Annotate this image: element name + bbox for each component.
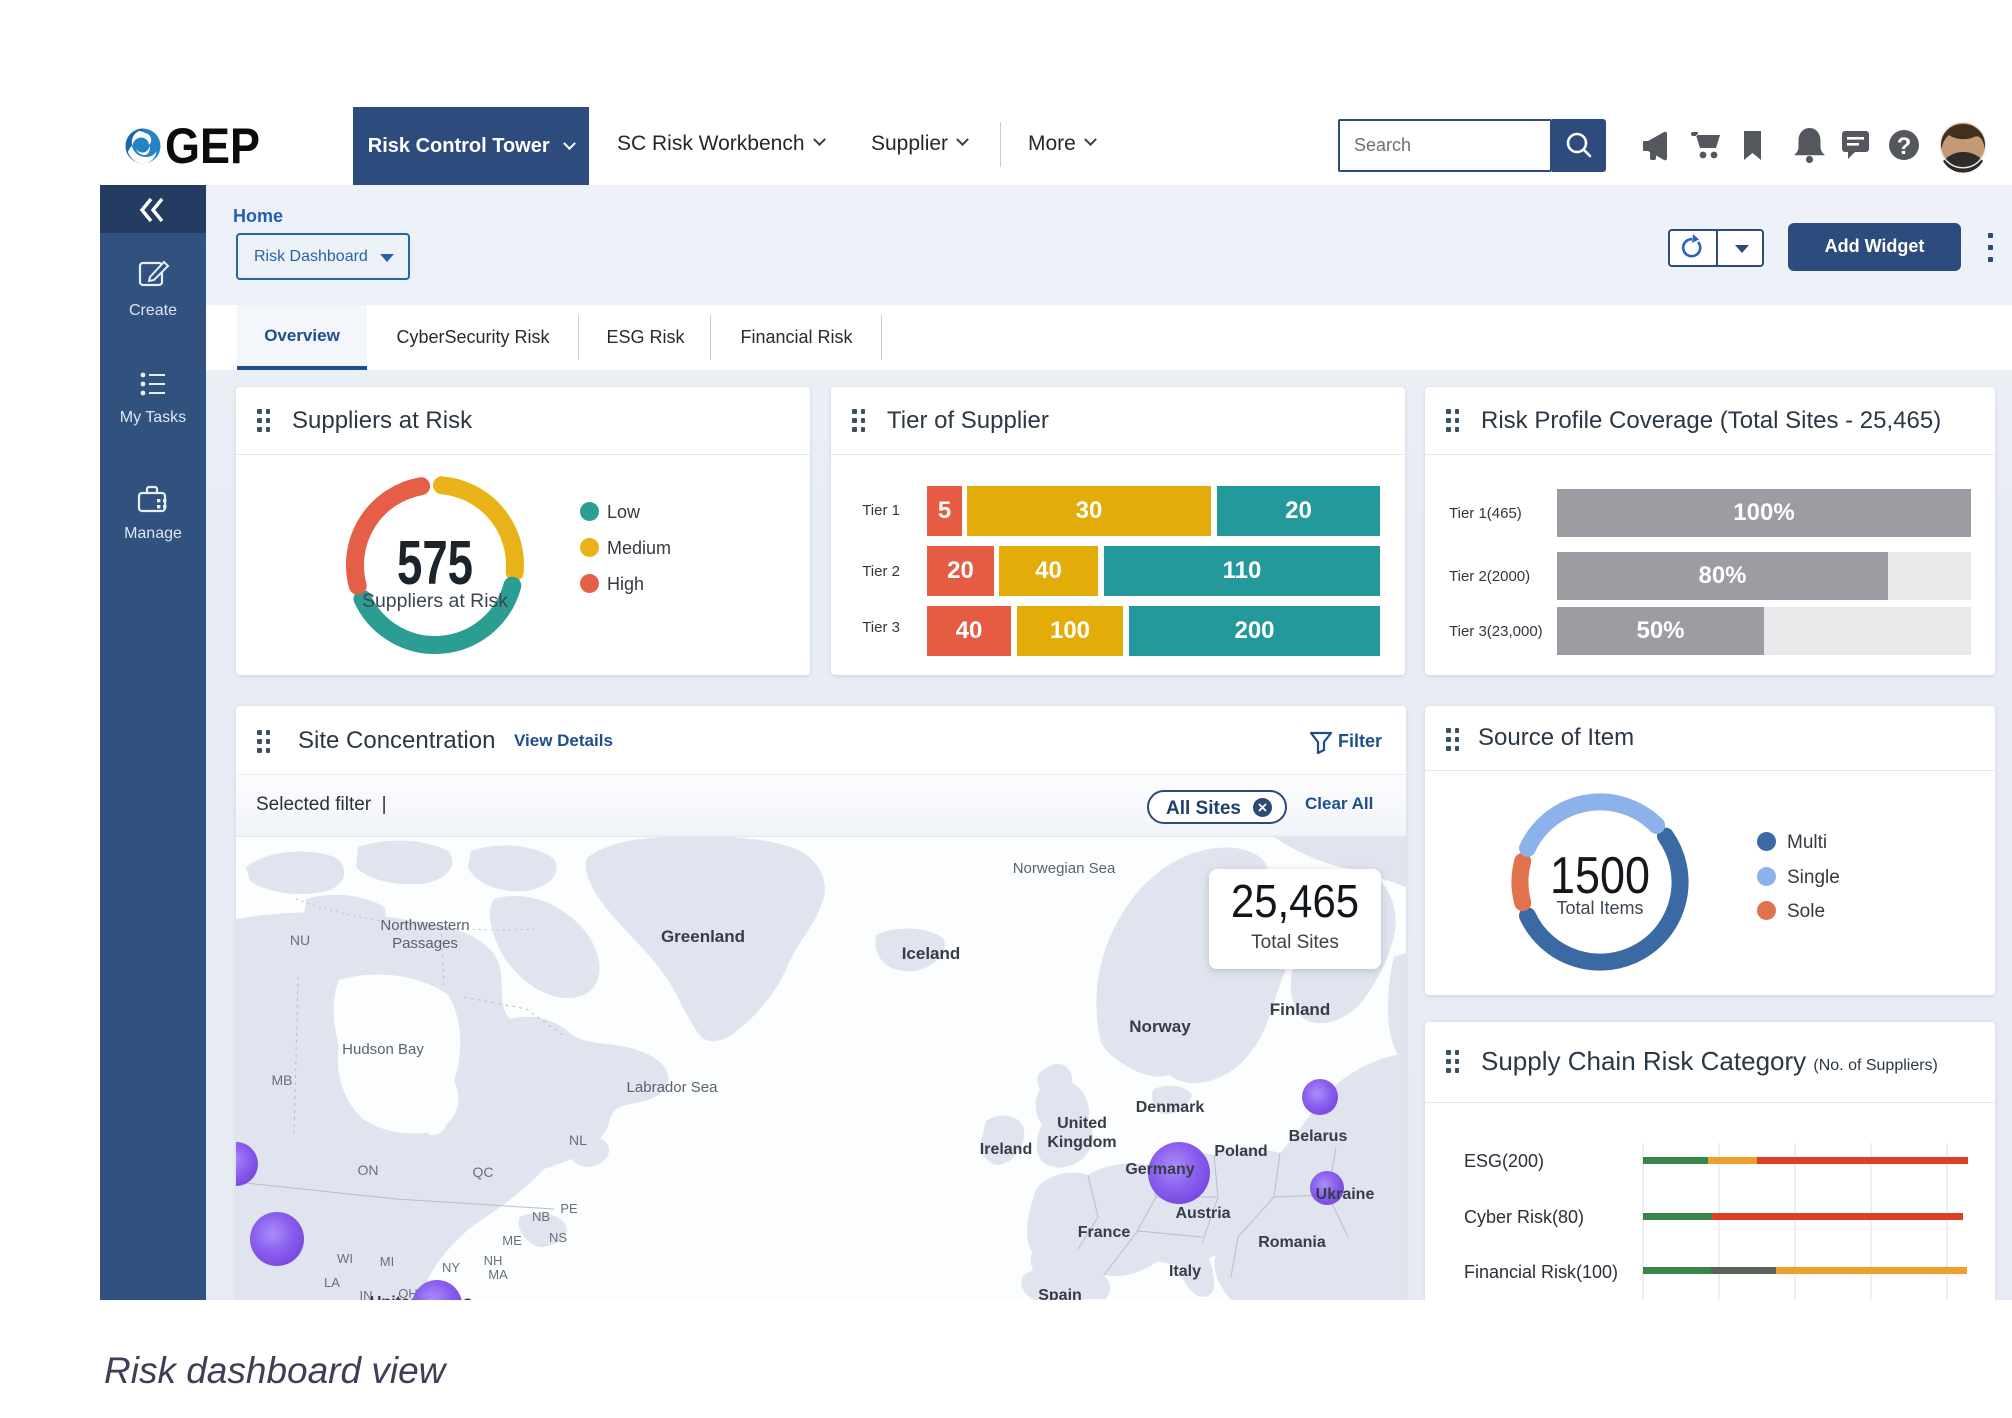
svg-text:1500: 1500 <box>1550 847 1650 905</box>
svg-text:NY: NY <box>442 1260 460 1275</box>
svg-text:?: ? <box>1897 133 1912 160</box>
svg-text:NS: NS <box>549 1230 567 1245</box>
svg-text:Italy: Italy <box>1169 1263 1201 1280</box>
svg-text:NU: NU <box>290 932 310 948</box>
svg-text:Ireland: Ireland <box>980 1141 1032 1158</box>
svg-text:Cyber Risk(80): Cyber Risk(80) <box>1464 1207 1584 1227</box>
svg-text:Total Items: Total Items <box>1556 898 1643 918</box>
svg-text:Hudson Bay: Hudson Bay <box>342 1041 424 1058</box>
svg-text:Kingdom: Kingdom <box>1047 1134 1116 1151</box>
svg-text:NL: NL <box>569 1132 587 1148</box>
svg-text:WI: WI <box>337 1251 353 1266</box>
svg-text:NH: NH <box>484 1253 503 1268</box>
svg-text:Germany: Germany <box>1125 1161 1194 1178</box>
svg-text:OH: OH <box>398 1286 418 1300</box>
svg-text:Passages: Passages <box>392 935 458 952</box>
svg-text:NB: NB <box>532 1209 550 1224</box>
svg-text:France: France <box>1078 1224 1131 1241</box>
svg-text:Greenland: Greenland <box>661 927 745 946</box>
svg-text:QC: QC <box>473 1164 494 1180</box>
svg-text:MA: MA <box>488 1267 508 1282</box>
svg-text:Suppliers at Risk: Suppliers at Risk <box>362 591 509 612</box>
svg-text:Spain: Spain <box>1038 1287 1082 1300</box>
svg-text:Austria: Austria <box>1175 1205 1230 1222</box>
svg-text:ESG(200): ESG(200) <box>1464 1151 1544 1171</box>
svg-text:MB: MB <box>272 1072 293 1088</box>
svg-text:MI: MI <box>380 1254 394 1269</box>
svg-text:Labrador Sea: Labrador Sea <box>627 1079 719 1096</box>
svg-text:United: United <box>1057 1115 1107 1132</box>
svg-text:Poland: Poland <box>1214 1143 1267 1160</box>
svg-text:PE: PE <box>560 1201 578 1216</box>
svg-text:575: 575 <box>397 529 473 598</box>
svg-text:Denmark: Denmark <box>1136 1099 1205 1116</box>
svg-text:Northwestern: Northwestern <box>380 917 469 934</box>
svg-text:Belarus: Belarus <box>1289 1128 1348 1145</box>
svg-text:IN: IN <box>360 1288 373 1300</box>
svg-text:LA: LA <box>324 1275 340 1290</box>
svg-text:Ukraine: Ukraine <box>1316 1186 1375 1203</box>
svg-text:Finland: Finland <box>1270 1000 1330 1019</box>
svg-text:GEP: GEP <box>165 118 260 174</box>
svg-text:Financial Risk(100): Financial Risk(100) <box>1464 1262 1618 1282</box>
svg-text:ME: ME <box>502 1233 522 1248</box>
svg-text:Norwegian Sea: Norwegian Sea <box>1013 860 1116 877</box>
svg-text:25,465: 25,465 <box>1231 877 1359 927</box>
svg-text:Norway: Norway <box>1129 1017 1191 1036</box>
svg-text:ON: ON <box>358 1162 379 1178</box>
svg-text:Iceland: Iceland <box>902 944 961 963</box>
svg-text:Romania: Romania <box>1258 1234 1326 1251</box>
